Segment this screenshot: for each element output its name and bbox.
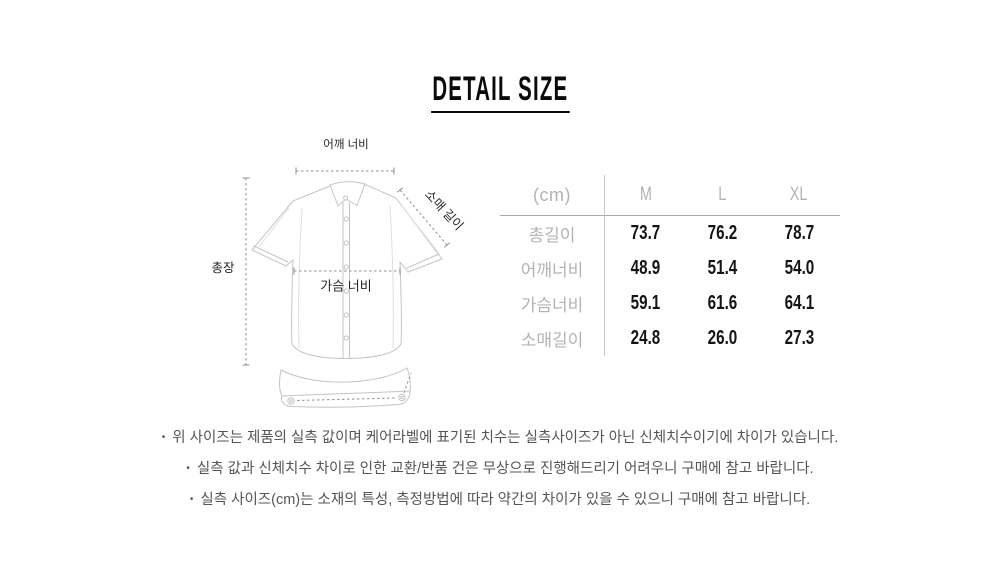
sleeve-length-label: 소매 길이: [422, 187, 466, 233]
note-text: 위 사이즈는 제품의 실측 값이며 케어라벨에 표기된 치수는 실측사이즈가 아…: [172, 430, 839, 446]
note-text: 실측 사이즈(cm)는 소재의 특성, 측정방법에 따라 약간의 차이가 있을 …: [200, 492, 811, 508]
collar-band-illustration: [279, 367, 412, 408]
value-total-length-m: 73.7: [630, 222, 661, 244]
row-label-chest: 가슴너비: [500, 286, 605, 321]
value-chest-l: 61.6: [707, 292, 737, 314]
note-line: • 위 사이즈는 제품의 실측 값이며 케어라벨에 표기된 치수는 실측사이즈가 …: [0, 428, 1000, 448]
shirt-body-outline: [251, 183, 443, 359]
value-shoulder-m: 48.9: [630, 257, 661, 279]
value-chest-m: 59.1: [630, 292, 661, 314]
shirt-illustration: [251, 181, 443, 360]
table-col-header-l: L: [686, 175, 758, 216]
table-col-header-xl: XL: [758, 175, 840, 216]
table-unit-header: (cm): [500, 175, 605, 216]
page-title: DETAIL SIZE: [430, 72, 570, 113]
left-body-fold-line: [298, 207, 303, 349]
bullet-icon: •: [189, 494, 194, 505]
shirt-measurement-diagram: 어깨 너비 총장 가슴 너비 소매 길이: [211, 138, 466, 408]
bullet-icon: •: [186, 463, 190, 474]
note-text: 실측 값과 신체치수 차이로 인한 교환/반품 건은 무상으로 진행해드리기 어…: [196, 461, 814, 477]
row-label-sleeve: 소매길이: [500, 321, 605, 356]
value-sleeve-l: 26.0: [707, 327, 737, 349]
right-cuff-hem-line: [406, 253, 440, 269]
value-sleeve-xl: 27.3: [784, 327, 814, 349]
left-cuff-hem-line: [253, 245, 289, 263]
note-line: • 실측 사이즈(cm)는 소재의 특성, 측정방법에 따라 약간의 차이가 있을…: [0, 490, 1000, 510]
collar-band-measure-line: [296, 397, 397, 401]
collar-button: [343, 195, 349, 201]
right-sleeve-fold-line: [400, 204, 439, 253]
placket-buttons: [343, 216, 349, 341]
row-label-total-length: 총길이: [500, 216, 605, 251]
total-length-label: 총장: [211, 261, 235, 275]
value-shoulder-xl: 54.0: [784, 257, 814, 279]
row-label-shoulder: 어깨너비: [500, 251, 605, 286]
collar-height-measure-line: [403, 372, 412, 394]
value-total-length-l: 76.2: [707, 222, 737, 244]
bullet-icon: •: [161, 432, 166, 443]
value-shoulder-l: 51.4: [707, 257, 737, 279]
size-table: (cm) M L XL 총길이 73.7 76.2 78.7 어깨너비 48.9…: [500, 175, 840, 356]
table-col-header-m: M: [605, 175, 686, 216]
chest-width-label: 가슴 너비: [320, 279, 371, 294]
value-total-length-xl: 78.7: [784, 222, 814, 244]
measurement-marks: [242, 167, 451, 366]
note-line: • 실측 값과 신체치수 차이로 인한 교환/반품 건은 무상으로 진행해드리기 …: [0, 459, 1000, 479]
left-sleeve-fold-line: [258, 207, 290, 248]
title-wrap: DETAIL SIZE: [0, 72, 1000, 113]
notes-section: • 위 사이즈는 제품의 실측 값이며 케어라벨에 표기된 치수는 실측사이즈가 …: [0, 428, 1000, 521]
right-body-fold-line: [389, 205, 394, 349]
sleeve-measure-line: [399, 189, 448, 246]
value-chest-xl: 64.1: [784, 292, 814, 314]
value-sleeve-m: 24.8: [630, 327, 661, 349]
placket-lines: [342, 202, 350, 360]
shoulder-width-label: 어깨 너비: [323, 138, 369, 151]
collar: [329, 181, 366, 207]
